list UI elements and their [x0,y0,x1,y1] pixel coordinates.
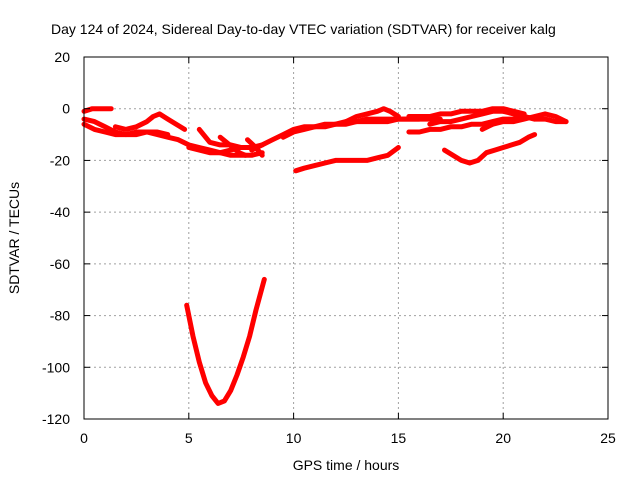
grid [84,57,608,419]
axis-ticks [83,56,609,420]
y-tick-label: 0 [62,101,70,117]
x-tick-labels: 0 5 10 15 20 25 [80,430,616,446]
y-tick-label: -100 [42,359,70,375]
x-tick-label: 5 [185,430,193,446]
y-tick-label: -60 [50,256,70,272]
series-arc-7 [217,134,248,158]
y-tick-label: -120 [42,411,70,427]
series-arc-17 [442,132,538,166]
plot-area-border [83,56,609,420]
x-tick-label: 20 [495,430,511,446]
y-axis-label: SDTVAR / TECUs [6,182,22,294]
y-tick-labels: 20 0 -20 -40 -60 -80 -100 -120 [42,49,70,427]
y-tick-label: -20 [50,152,70,168]
series-arc-3 [81,121,265,158]
y-tick-label: -40 [50,204,70,220]
series-arc-1 [81,106,114,114]
series-arc-16 [479,111,569,132]
x-axis-label: GPS time / hours [293,457,400,473]
data-series [81,106,569,406]
series-arc-13 [406,106,527,119]
x-tick-label: 0 [80,430,88,446]
x-tick-label: 15 [391,430,407,446]
chart-title: Day 124 of 2024, Sidereal Day-to-day VTE… [51,21,556,37]
series-arc-14 [406,114,569,135]
x-tick-label: 10 [286,430,302,446]
series-arc-12 [293,145,401,174]
y-tick-label: 20 [54,49,70,65]
y-tick-label: -80 [50,308,70,324]
series-arc-4 [112,111,188,132]
series-arc-18 [184,276,267,406]
x-tick-label: 25 [600,430,616,446]
series-arc-15 [427,108,538,127]
series-arc-11 [343,106,401,125]
series-arc-10 [280,116,443,140]
